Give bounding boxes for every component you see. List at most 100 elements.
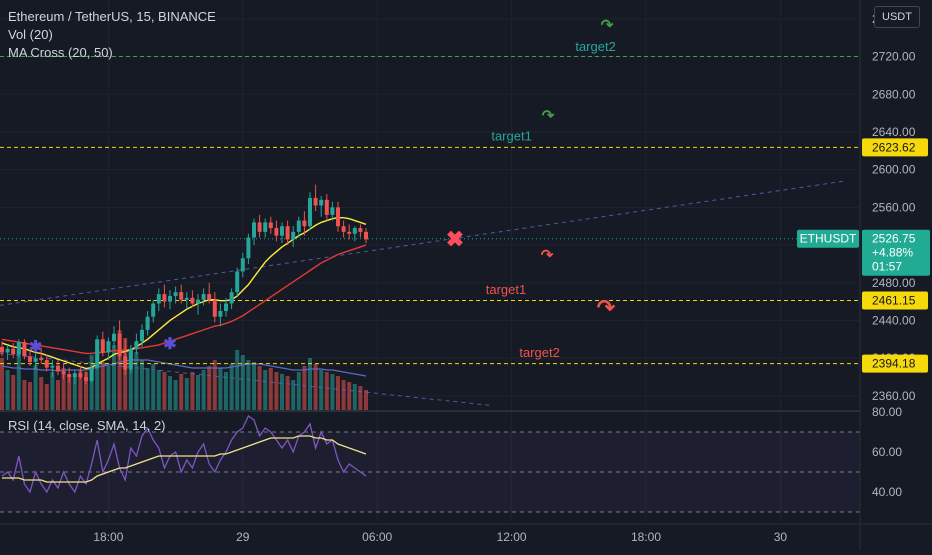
curved-arrow-icon: ↷ [541, 247, 554, 264]
candle-body [22, 342, 27, 357]
ma-slow-line [1, 244, 367, 355]
volume-bar [268, 368, 273, 410]
volume-bar [341, 380, 346, 410]
volume-bar [229, 364, 234, 410]
candle-body [268, 222, 273, 229]
symbol-title: Ethereum / TetherUS, 15, BINANCE [8, 9, 216, 24]
candle-body [302, 220, 307, 227]
volume-bar [117, 330, 122, 410]
volume-bar [235, 350, 240, 410]
candle-body [173, 292, 178, 296]
rsi-tick-label: 80.00 [872, 405, 902, 419]
volume-bar [324, 372, 329, 410]
candle-body [240, 258, 245, 272]
curved-arrow-icon: ↷ [601, 17, 614, 34]
price-tick-label: 2480.00 [872, 276, 916, 290]
volume-bar [184, 378, 189, 410]
volume-bar [151, 364, 156, 410]
volume-bar [112, 345, 116, 410]
price-tick-label: 2600.00 [872, 163, 916, 177]
curved-arrow-icon: ↷ [597, 295, 616, 320]
candle-body [352, 228, 357, 234]
price-tick-label: 2720.00 [872, 50, 916, 64]
time-tick-label: 29 [236, 530, 250, 544]
candle-body [229, 292, 234, 304]
candle-body [274, 228, 279, 236]
candle-body [16, 342, 21, 355]
candle-body [162, 294, 167, 302]
volume-bar [201, 370, 206, 410]
volume-bar [56, 380, 60, 410]
curved-arrow-icon: ↷ [542, 108, 555, 125]
candle-body [95, 339, 100, 368]
candle-body [364, 231, 368, 240]
candle-body [156, 294, 161, 304]
volume-bar [330, 374, 335, 410]
volume-bar [106, 366, 111, 410]
volume-bar [207, 366, 212, 410]
ma-cross-indicator-label[interactable]: MA Cross (20, 50) [8, 45, 113, 60]
candle-body [168, 295, 172, 302]
volume-bar [352, 384, 357, 410]
volume-bar [156, 370, 161, 410]
volume-indicator-label[interactable]: Vol (20) [8, 27, 53, 42]
time-tick-label: 18:00 [93, 530, 123, 544]
candle-body [0, 346, 4, 353]
currency-button[interactable]: USDT [874, 6, 920, 28]
volume-bar [263, 370, 268, 410]
candle-body [330, 207, 335, 215]
ma-cross-marker: ✱ [163, 336, 176, 353]
volume-bar [291, 380, 296, 410]
volume-bar [240, 355, 245, 410]
last-price-tag [862, 229, 930, 276]
candle-body [257, 222, 262, 232]
rsi-line [1, 415, 367, 494]
volume-bar [173, 380, 178, 410]
rsi-band-background [0, 432, 860, 512]
candle-body [134, 341, 139, 349]
candle-body [50, 365, 55, 368]
volume-bar [28, 382, 32, 410]
volume-bar [162, 372, 167, 410]
level-price-tag [862, 291, 928, 310]
volume-bar [196, 375, 200, 410]
time-tick-label: 18:00 [631, 530, 661, 544]
trendline-lower [0, 352, 491, 406]
volume-bar [257, 366, 262, 410]
candle-body [263, 222, 268, 232]
volume-bar [358, 386, 363, 410]
candle-body [117, 333, 122, 357]
candle-body [61, 371, 66, 375]
candle-body [358, 228, 363, 232]
price-tick-label: 2440.00 [872, 313, 916, 327]
volume-bar [212, 360, 217, 410]
level-price-label: 2623.62 [872, 140, 916, 154]
candle-body [218, 311, 223, 317]
candle-body [67, 374, 72, 378]
volume-bar [11, 375, 16, 410]
candle-body [285, 226, 290, 240]
candle-body [39, 358, 44, 361]
candle-body [252, 222, 256, 238]
candle-body [78, 373, 83, 378]
volume-bar [140, 360, 144, 410]
price-tick-label: 2640.00 [872, 125, 916, 139]
volume-bar [16, 350, 21, 410]
candle-body [341, 226, 346, 232]
rsi-indicator-label[interactable]: RSI (14, close, SMA, 14, 2) [8, 418, 166, 433]
candle-body [308, 197, 312, 227]
candle-body [56, 365, 60, 372]
volume-bar [39, 377, 44, 410]
rsi-tick-label: 60.00 [872, 445, 902, 459]
volume-bar [33, 365, 38, 410]
volume-bar [296, 372, 301, 410]
volume-bar [313, 364, 318, 410]
candle-body [347, 231, 352, 234]
volume-bar [50, 372, 55, 410]
volume-bar [0, 358, 4, 410]
candle-body [140, 329, 144, 342]
price-change-value: +4.88% [872, 246, 913, 260]
candle-body [207, 294, 212, 300]
